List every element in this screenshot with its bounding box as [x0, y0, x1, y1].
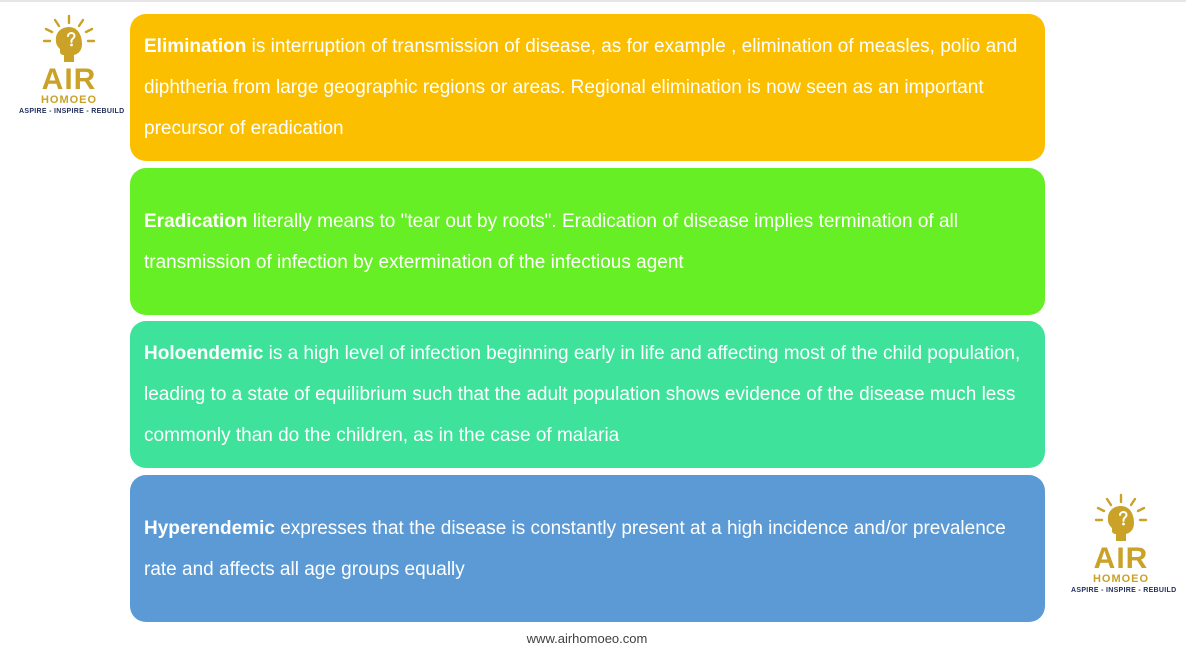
term-elimination: Elimination [144, 36, 247, 57]
term-holoendemic: Holoendemic [144, 343, 264, 364]
footer-url[interactable]: www.airhomoeo.com [526, 631, 648, 646]
bulb-head-icon [1094, 493, 1148, 541]
top-divider [0, 0, 1186, 2]
logo-subname: HOMOEO [40, 94, 98, 106]
card-hyperendemic: Hyperendemic expresses that the disease … [130, 475, 1045, 622]
card-eradication: Eradication literally means to "tear out… [130, 168, 1045, 315]
card-elimination-text: Elimination is interruption of transmiss… [144, 26, 1031, 149]
card-elimination: Elimination is interruption of transmiss… [130, 14, 1045, 161]
logo-wordmark: AIR [41, 63, 97, 96]
logo-tagline: ASPIRE - INSPIRE - REBUILD [19, 108, 125, 115]
card-eradication-text: Eradication literally means to "tear out… [144, 201, 1031, 283]
definition-elimination: is interruption of transmission of disea… [144, 36, 1018, 139]
definition-hyperendemic: expresses that the disease is constantly… [144, 517, 1006, 580]
term-eradication: Eradication [144, 210, 248, 232]
term-hyperendemic: Hyperendemic [144, 517, 275, 539]
card-holoendemic: Holoendemic is a high level of infection… [130, 321, 1045, 468]
card-holoendemic-text: Holoendemic is a high level of infection… [144, 333, 1031, 456]
logo-tagline: ASPIRE - INSPIRE - REBUILD [1071, 587, 1177, 594]
air-homoeo-logo: AIR HOMOEO ASPIRE - INSPIRE - REBUILD [19, 14, 125, 117]
logo-subname: HOMOEO [1092, 573, 1150, 585]
air-homoeo-logo-bottom: AIR HOMOEO ASPIRE - INSPIRE - REBUILD [1071, 493, 1177, 596]
definition-holoendemic: is a high level of infection beginning e… [144, 343, 1021, 446]
definition-eradication: literally means to "tear out by roots". … [144, 210, 958, 273]
card-hyperendemic-text: Hyperendemic expresses that the disease … [144, 508, 1031, 590]
bulb-head-icon [42, 14, 96, 62]
logo-wordmark: AIR [1093, 542, 1149, 575]
